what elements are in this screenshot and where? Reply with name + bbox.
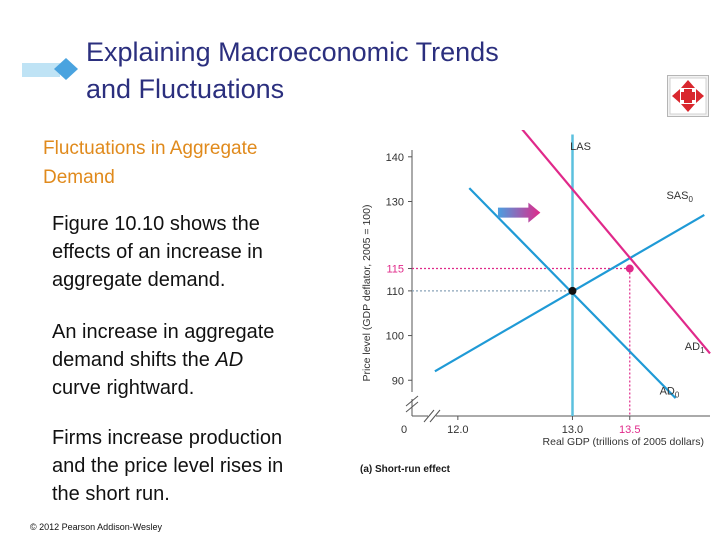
equilibrium-point: [568, 286, 577, 295]
series-line-ad1: [521, 130, 711, 355]
y-tick-label: 130: [386, 197, 404, 209]
subheading-line-1: Fluctuations in Aggregate: [43, 138, 258, 159]
aggregate-demand-chart: 90 100 110 115 130 140 12.0 13.0 13.5 0 Price leve…: [361, 130, 711, 448]
shift-arrow-icon: [497, 202, 541, 223]
paragraph-3-line-1: Firms increase production: [52, 427, 283, 449]
chart-caption: (a) Short-run effect: [360, 464, 450, 475]
paragraph-figure-reference: Figure 10.10 shows the effects of an inc…: [52, 210, 352, 294]
section-subheading: Fluctuations in Aggregate Demand: [43, 134, 343, 192]
paragraph-1-line-1: Figure 10.10 shows the: [52, 213, 260, 235]
paragraph-2-line-2: demand shifts the AD: [52, 346, 352, 374]
slide-title: Explaining Macroeconomic Trends and Fluc…: [86, 34, 646, 108]
equilibrium-point: [625, 264, 634, 273]
x-axis-break: [423, 409, 441, 423]
slide-title-line-1: Explaining Macroeconomic Trends: [86, 37, 499, 67]
paragraph-2-line-2-text: demand shifts the: [52, 349, 216, 371]
slide-title-line-2: and Fluctuations: [86, 74, 285, 104]
series-label-las: LAS: [570, 141, 591, 153]
y-tick-label: 100: [386, 331, 404, 343]
diamond-icon: [22, 58, 78, 80]
series-label-sas0: SAS0: [666, 190, 693, 204]
paragraph-3-line-2: and the price level rises in: [52, 455, 284, 477]
x-tick-label: 13.5: [619, 424, 640, 436]
subheading-line-2: Demand: [43, 167, 115, 188]
paragraph-1-line-3: aggregate demand.: [52, 269, 226, 291]
y-tick-label: 115: [386, 264, 404, 276]
copyright-notice: © 2012 Pearson Addison-Wesley: [30, 522, 163, 532]
paragraph-ad-shift: An increase in aggregate demand shifts t…: [52, 318, 352, 402]
series-label-ad0: AD0: [660, 386, 680, 400]
four-arrows-icon[interactable]: [667, 75, 709, 117]
paragraph-3-line-3: the short run.: [52, 483, 170, 505]
y-tick-label: 90: [392, 375, 404, 387]
x-axis-title: Real GDP (trillions of 2005 dollars): [543, 436, 704, 448]
paragraph-2-line-3: curve rightward.: [52, 377, 195, 399]
y-axis-title: Price level (GDP deflator, 2005 = 100): [361, 205, 373, 382]
origin-label: 0: [401, 424, 407, 436]
paragraph-2-emphasis: AD: [215, 349, 244, 371]
paragraph-short-run: Firms increase production and the price …: [52, 424, 352, 508]
paragraph-2-line-1: An increase in aggregate: [52, 321, 275, 343]
y-tick-label: 110: [386, 286, 404, 298]
y-axis-break: [405, 395, 419, 413]
x-tick-label: 12.0: [447, 424, 468, 436]
y-tick-label: 140: [386, 152, 404, 164]
series-label-ad1: AD1: [685, 341, 705, 355]
paragraph-1-line-2: effects of an increase in: [52, 241, 263, 263]
x-tick-label: 13.0: [562, 424, 583, 436]
